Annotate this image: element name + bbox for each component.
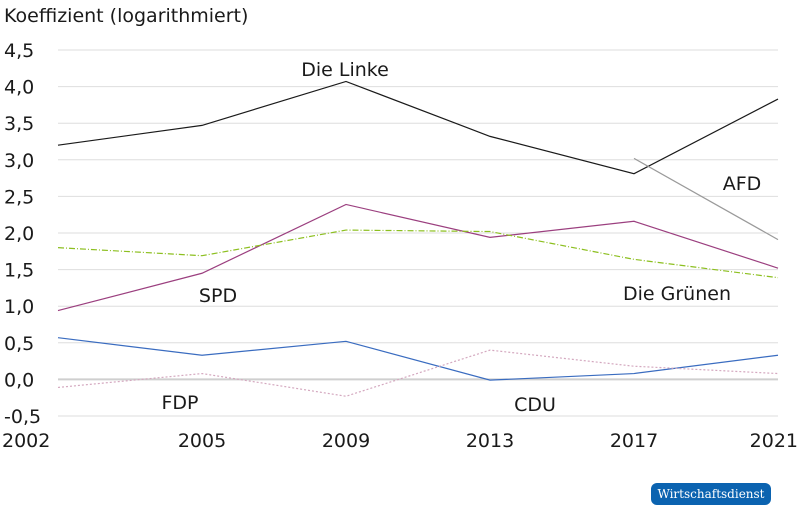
x-tick-label: 2009 [322,430,370,452]
series-line-spd [57,203,779,312]
x-tick-label: 2021 [750,430,798,452]
series-line-afd [633,157,779,241]
series-line-cdu [57,349,779,397]
series-label: Die Linke [301,59,389,81]
y-tick-label: 3,0 [4,150,34,172]
y-tick-label: 1,0 [4,296,34,318]
y-tick-label: -0,5 [4,406,41,428]
y-tick-label: 4,5 [4,40,34,62]
series-label: FDP [161,392,198,414]
y-axis-label: Koeffizient (logarithmiert) [4,5,248,27]
series-line-die-linke [57,80,779,175]
series-label: CDU [514,394,556,416]
series-label: SPD [199,285,237,307]
y-tick-label: 2,0 [4,223,34,245]
y-tick-label: 2,5 [4,186,34,208]
source-badge: Wirtschaftsdienst [651,483,771,505]
x-tick-label: 2005 [178,430,226,452]
x-tick-label: 2002 [2,430,50,452]
y-tick-label: 3,5 [4,113,34,135]
y-tick-label: 0,5 [4,333,34,355]
series-label: AFD [723,173,762,195]
series-label: Die Grünen [623,283,731,305]
series-line-fdp [57,337,779,381]
x-tick-label: 2013 [466,430,514,452]
series-line-die-grünen [57,229,779,279]
y-tick-label: 4,0 [4,77,34,99]
y-tick-label: 1,5 [4,260,34,282]
y-tick-label: 0,0 [4,369,34,391]
x-tick-label: 2017 [610,430,658,452]
